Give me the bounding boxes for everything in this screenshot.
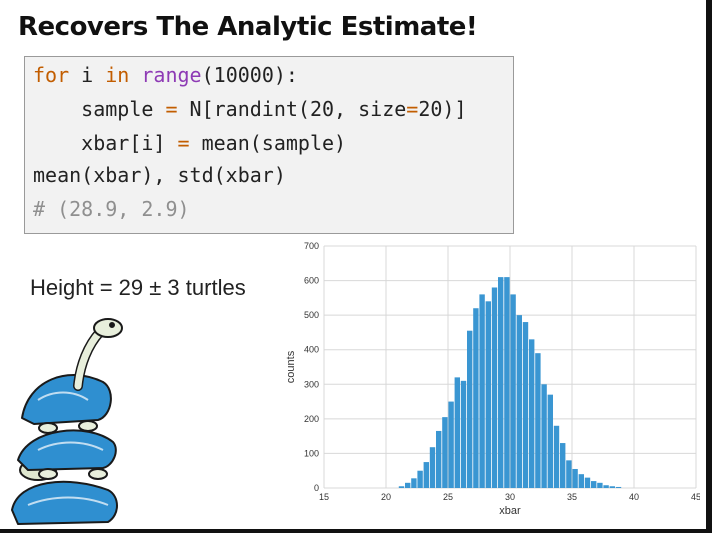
histogram-bar xyxy=(491,287,498,488)
histogram-bar xyxy=(454,377,460,488)
window-edge-bottom xyxy=(0,529,712,533)
window-edge-right xyxy=(706,0,712,533)
code-text: i xyxy=(69,63,106,87)
code-text: N[randint(20, size xyxy=(177,97,407,121)
histogram-bar xyxy=(405,482,411,488)
x-tick-label: 20 xyxy=(381,492,391,502)
histogram-bar xyxy=(498,277,504,488)
code-operator: = xyxy=(406,97,419,121)
histogram-bar xyxy=(553,425,560,488)
histogram-bar xyxy=(479,294,485,488)
histogram-bar xyxy=(436,430,442,488)
code-text: mean(sample) xyxy=(189,131,347,155)
code-text: (10000): xyxy=(201,63,298,87)
histogram-bar xyxy=(609,486,615,488)
y-tick-label: 500 xyxy=(304,310,319,320)
histogram-bar xyxy=(516,315,522,488)
y-tick-label: 700 xyxy=(304,241,319,251)
slide-title: Recovers The Analytic Estimate! xyxy=(18,12,478,42)
y-tick-label: 300 xyxy=(304,379,319,389)
code-operator: = xyxy=(177,131,190,155)
code-builtin-range: range xyxy=(141,63,202,87)
histogram-bar xyxy=(603,485,609,488)
y-tick-label: 100 xyxy=(304,448,319,458)
histogram-bar xyxy=(417,470,423,488)
histogram-bar xyxy=(615,486,622,488)
code-keyword-in: in xyxy=(105,63,130,87)
histogram-bar xyxy=(560,443,566,488)
x-tick-label: 30 xyxy=(505,492,515,502)
histogram-bar xyxy=(429,447,436,488)
histogram-bar xyxy=(522,322,529,488)
histogram-bar xyxy=(572,468,578,488)
y-axis-label: counts xyxy=(285,350,297,383)
histogram-bar xyxy=(597,482,603,488)
histogram-bar xyxy=(591,481,597,488)
height-estimate-label: Height = 29 ± 3 turtles xyxy=(30,275,246,300)
code-line-3: xbar[i] = mean(sample) xyxy=(33,131,346,155)
y-tick-label: 0 xyxy=(314,483,319,493)
code-block: for i in range(10000): sample = N[randin… xyxy=(24,56,514,234)
code-keyword-for: for xyxy=(33,63,70,87)
x-tick-label: 25 xyxy=(443,492,453,502)
histogram-bar xyxy=(485,301,491,488)
histogram-bar xyxy=(473,308,479,488)
histogram-bar xyxy=(504,277,510,488)
histogram-bar xyxy=(510,294,516,488)
stacked-turtles-illustration xyxy=(11,318,123,525)
code-line-1: for i in range(10000): xyxy=(33,63,298,87)
x-tick-label: 45 xyxy=(691,492,700,502)
histogram-bar xyxy=(566,460,572,488)
code-text: xbar[i] xyxy=(33,131,178,155)
code-comment: # (28.9, 2.9) xyxy=(33,197,190,221)
code-line-4: mean(xbar), std(xbar) xyxy=(33,163,286,187)
code-text: 20)] xyxy=(418,97,467,121)
code-text xyxy=(129,63,141,87)
y-tick-label: 600 xyxy=(304,276,319,286)
code-text: sample xyxy=(33,97,166,121)
histogram-bar xyxy=(442,417,448,488)
histogram-bar xyxy=(460,380,467,488)
histogram-bar xyxy=(535,353,541,488)
y-tick-label: 200 xyxy=(304,414,319,424)
histogram-bar xyxy=(529,339,535,488)
histogram-bar xyxy=(423,462,429,488)
code-operator: = xyxy=(165,97,178,121)
histogram-bar xyxy=(584,477,591,488)
y-tick-label: 400 xyxy=(304,345,319,355)
histogram-bar xyxy=(467,330,473,488)
code-line-2: sample = N[randint(20, size=20)] xyxy=(33,97,467,121)
x-axis-label: xbar xyxy=(499,505,521,517)
histogram-bar xyxy=(398,486,405,488)
histogram-bar xyxy=(547,394,553,488)
x-tick-label: 15 xyxy=(319,492,329,502)
histogram-bar xyxy=(448,401,454,488)
x-tick-label: 40 xyxy=(629,492,639,502)
histogram-bar xyxy=(541,384,547,488)
x-tick-label: 35 xyxy=(567,492,577,502)
histogram-bar xyxy=(578,474,584,488)
histogram-chart: 0 100 200 300 400 500 600 700 15 20 25 30 35 40 45 xbar… xyxy=(285,241,700,517)
histogram-bar xyxy=(411,478,417,488)
